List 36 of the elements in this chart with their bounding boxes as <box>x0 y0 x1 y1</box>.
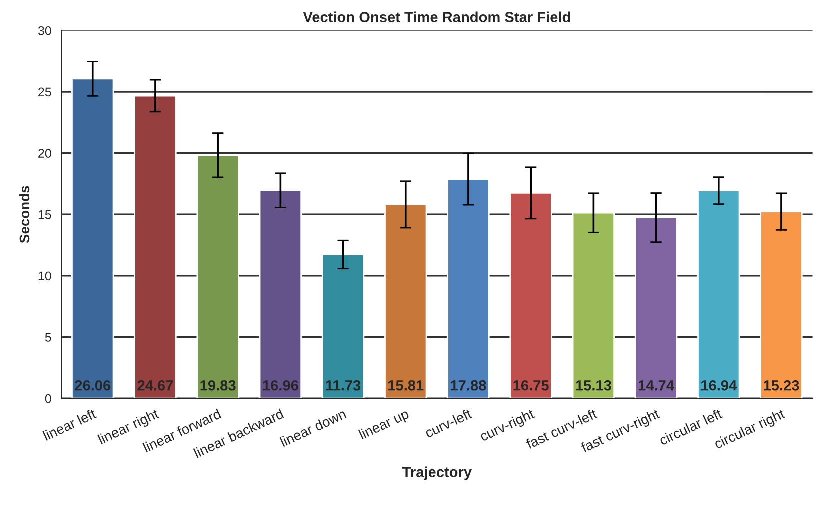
data-label: 19.83 <box>200 380 236 391</box>
y-tick-label: 0 <box>45 394 52 404</box>
data-label: 16.94 <box>702 380 738 391</box>
bar <box>572 212 616 399</box>
x-tick-label: linear up <box>358 408 411 442</box>
data-label: 26.06 <box>75 380 111 391</box>
y-axis-title: Seconds <box>19 186 30 244</box>
x-axis-title: Trajectory <box>402 466 472 480</box>
y-tick-label: 10 <box>38 272 52 281</box>
data-label: 11.73 <box>326 380 361 391</box>
bar <box>322 254 365 399</box>
bar <box>259 190 302 399</box>
data-label: 15.81 <box>388 380 424 391</box>
bar <box>698 190 740 399</box>
data-label: 16.75 <box>514 380 549 391</box>
bar <box>196 154 240 399</box>
y-tick-label: 30 <box>38 26 52 36</box>
y-tick-label: 20 <box>38 149 52 158</box>
y-tick-label: 15 <box>38 210 52 220</box>
data-label: 16.96 <box>263 380 298 391</box>
bar <box>634 217 678 399</box>
bar <box>510 192 552 399</box>
bar <box>72 78 114 399</box>
data-label: 15.23 <box>764 380 800 391</box>
bar <box>447 178 490 399</box>
data-label: 17.88 <box>451 380 486 391</box>
data-label: 15.13 <box>576 380 612 391</box>
data-label: 14.74 <box>638 380 674 391</box>
y-tick-label: 5 <box>45 333 52 342</box>
data-label: 24.67 <box>138 380 174 391</box>
bar <box>384 204 428 399</box>
x-tick-label: linear left <box>42 408 98 441</box>
y-tick-label: 25 <box>38 88 52 97</box>
bar <box>760 211 803 399</box>
chart-title: Vection Onset Time Random Star Field <box>303 12 570 22</box>
bar <box>134 95 177 399</box>
